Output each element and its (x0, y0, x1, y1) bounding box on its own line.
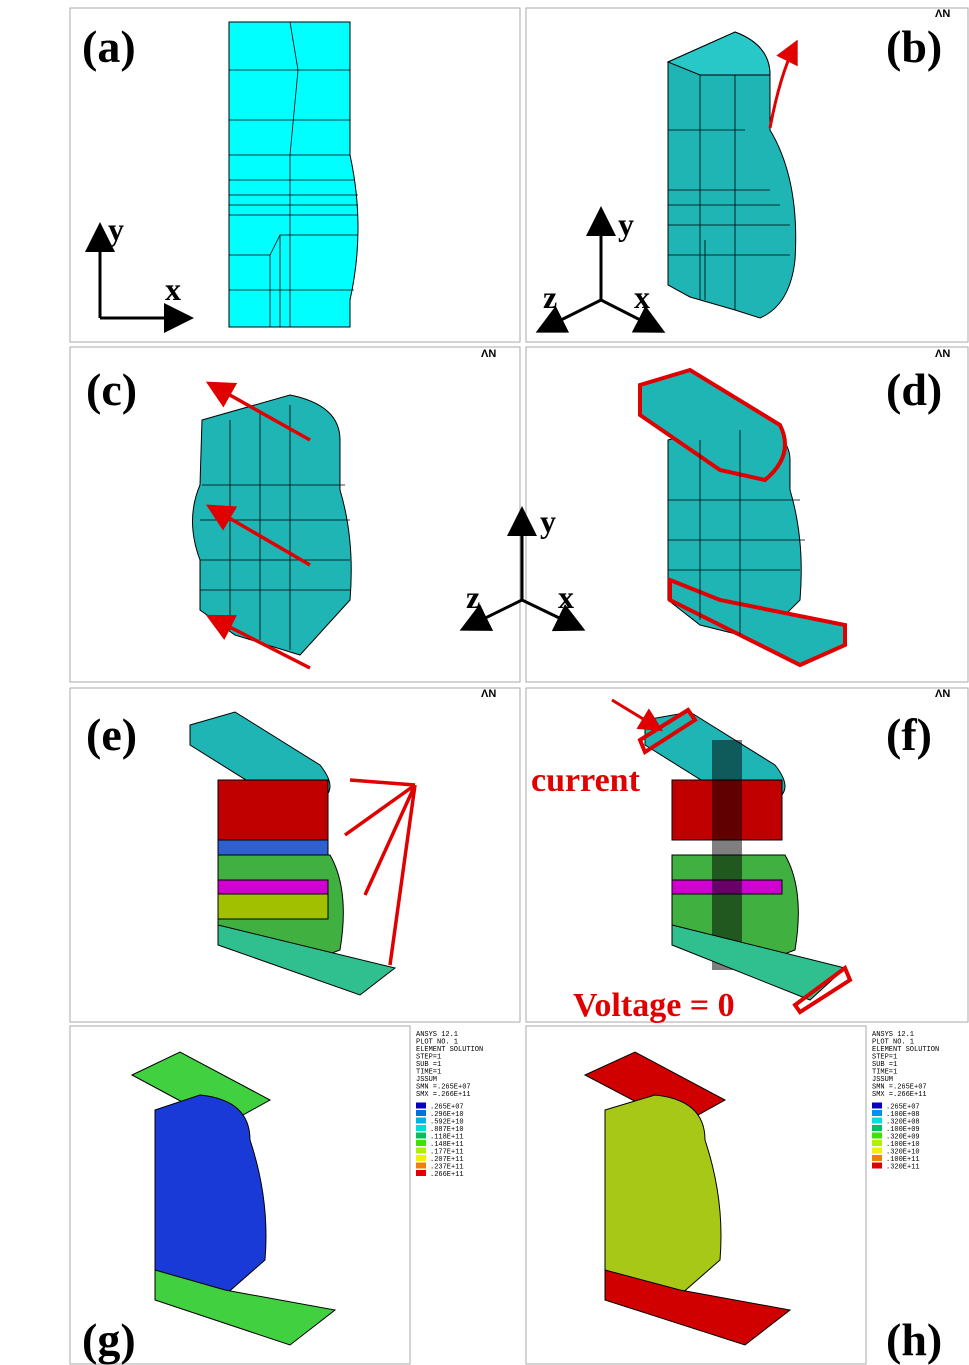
axis-label: x (165, 271, 181, 307)
legend-header: SMX =.266E+11 (416, 1091, 471, 1099)
legend-label: .320E+11 (886, 1164, 920, 1172)
legend-swatch (872, 1140, 882, 1146)
legend-swatch (872, 1155, 882, 1161)
legend-swatch (872, 1133, 882, 1139)
panel-label: (a) (82, 21, 136, 72)
annotation: Voltage = 0 (573, 987, 735, 1024)
panel-h-mesh (585, 1052, 790, 1345)
panel-a-mesh (100, 22, 358, 327)
legend-swatch (416, 1170, 426, 1176)
axis-label: y (540, 503, 556, 539)
panel-label: (b) (886, 21, 942, 72)
logo: ΛN (935, 348, 950, 360)
logo: ΛN (935, 688, 950, 700)
figure: (a) (b) (c) (d) (e) (f) (g) (h) y x y z … (0, 0, 969, 1365)
legend-swatch (416, 1103, 426, 1109)
axis-label: y (108, 211, 124, 247)
axis-label: y (618, 206, 634, 242)
panel-label: (c) (86, 364, 137, 415)
logo: ΛN (935, 8, 950, 20)
panel-label: (f) (886, 709, 932, 760)
legend-label: .266E+11 (430, 1171, 464, 1179)
legend-swatch (872, 1110, 882, 1116)
legend-swatch (416, 1148, 426, 1154)
legend-swatch (416, 1110, 426, 1116)
legend-swatch (872, 1148, 882, 1154)
panel-label: (h) (886, 1314, 942, 1365)
panel-f-mesh (612, 700, 850, 1012)
logo: ΛN (481, 348, 496, 360)
panel-label: (e) (86, 709, 137, 760)
panel-label: (g) (82, 1314, 136, 1365)
legend-swatch (416, 1140, 426, 1146)
panel-g-mesh (132, 1052, 335, 1345)
legend-swatch (416, 1125, 426, 1131)
legend-swatch (416, 1155, 426, 1161)
legend-swatch (872, 1125, 882, 1131)
panel-label: (d) (886, 364, 942, 415)
legend-swatch (416, 1118, 426, 1124)
panel-c-mesh (193, 385, 352, 668)
logo: ΛN (481, 688, 496, 700)
axis-label: x (558, 579, 574, 615)
axis-label: x (634, 279, 650, 315)
axis-label: z (466, 579, 480, 615)
panel-d-mesh (640, 370, 845, 665)
panel-e-mesh (190, 712, 415, 995)
legend-header: SMX =.266E+11 (872, 1091, 927, 1099)
legend-swatch (416, 1163, 426, 1169)
legend-swatch (872, 1118, 882, 1124)
axis-label: z (543, 279, 557, 315)
legend-swatch (416, 1133, 426, 1139)
legend-swatch (872, 1103, 882, 1109)
legend-swatch (872, 1163, 882, 1169)
annotation: current (531, 762, 641, 799)
panel-b-mesh (541, 32, 796, 330)
